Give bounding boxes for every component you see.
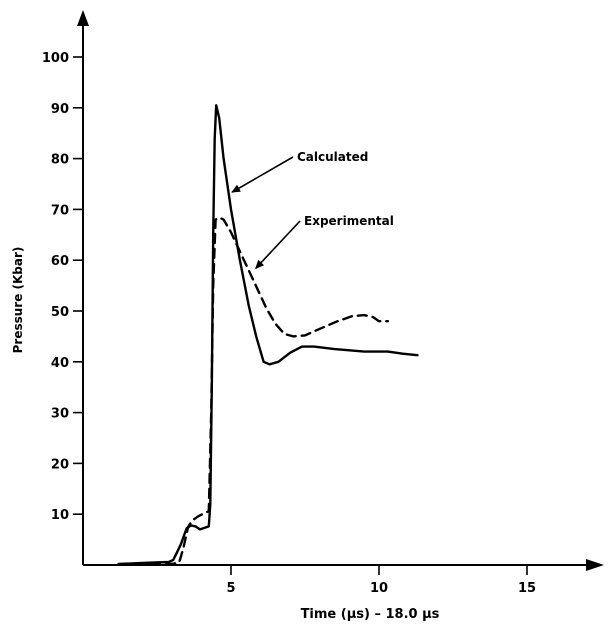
annotation-label: Calculated (297, 150, 368, 164)
x-axis-title: Time (μs) – 18.0 μs (301, 607, 440, 622)
y-tick-label: 100 (42, 51, 69, 66)
x-axis-ticks: 5 10 15 (226, 565, 536, 596)
axes (77, 10, 604, 571)
y-tick-label: 40 (51, 356, 69, 371)
series-line-experimental (149, 216, 390, 566)
annotation-arrow-icon (231, 156, 294, 193)
x-axis-arrow-icon (586, 559, 604, 571)
x-tick-label: 15 (518, 581, 536, 596)
y-tick-label: 80 (51, 153, 69, 168)
annotation-label: Experimental (304, 214, 394, 228)
y-axis-title: Pressure (Kbar) (11, 247, 25, 354)
y-tick-label: 20 (51, 457, 69, 472)
annotation-arrow-icon (255, 220, 301, 270)
y-tick-label: 70 (51, 203, 69, 218)
series-line-calculated (117, 104, 419, 566)
y-tick-label: 10 (51, 508, 69, 523)
x-tick-label: 5 (226, 581, 235, 596)
annotation-layer: Calculated Experimental (231, 150, 394, 270)
y-tick-label: 90 (51, 102, 69, 117)
series-layer (117, 104, 419, 566)
y-axis-ticks: 10 20 30 40 50 60 70 80 90 100 (42, 51, 83, 523)
y-tick-label: 50 (51, 305, 69, 320)
y-tick-label: 60 (51, 254, 69, 269)
y-tick-label: 30 (51, 407, 69, 422)
x-tick-label: 10 (370, 581, 388, 596)
y-axis-arrow-icon (77, 10, 89, 26)
